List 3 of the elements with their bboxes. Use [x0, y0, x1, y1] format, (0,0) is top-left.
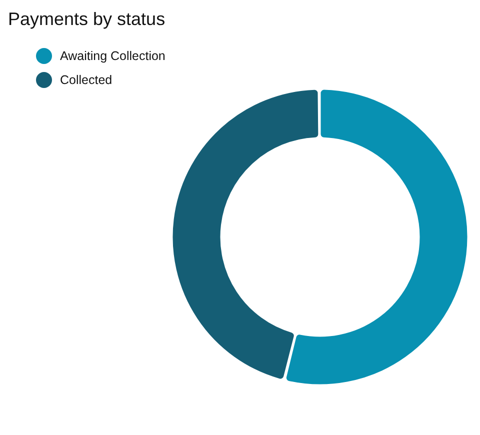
legend-label: Awaiting Collection [60, 49, 166, 63]
legend-label: Collected [60, 73, 112, 87]
chart-title: Payments by status [8, 9, 166, 30]
